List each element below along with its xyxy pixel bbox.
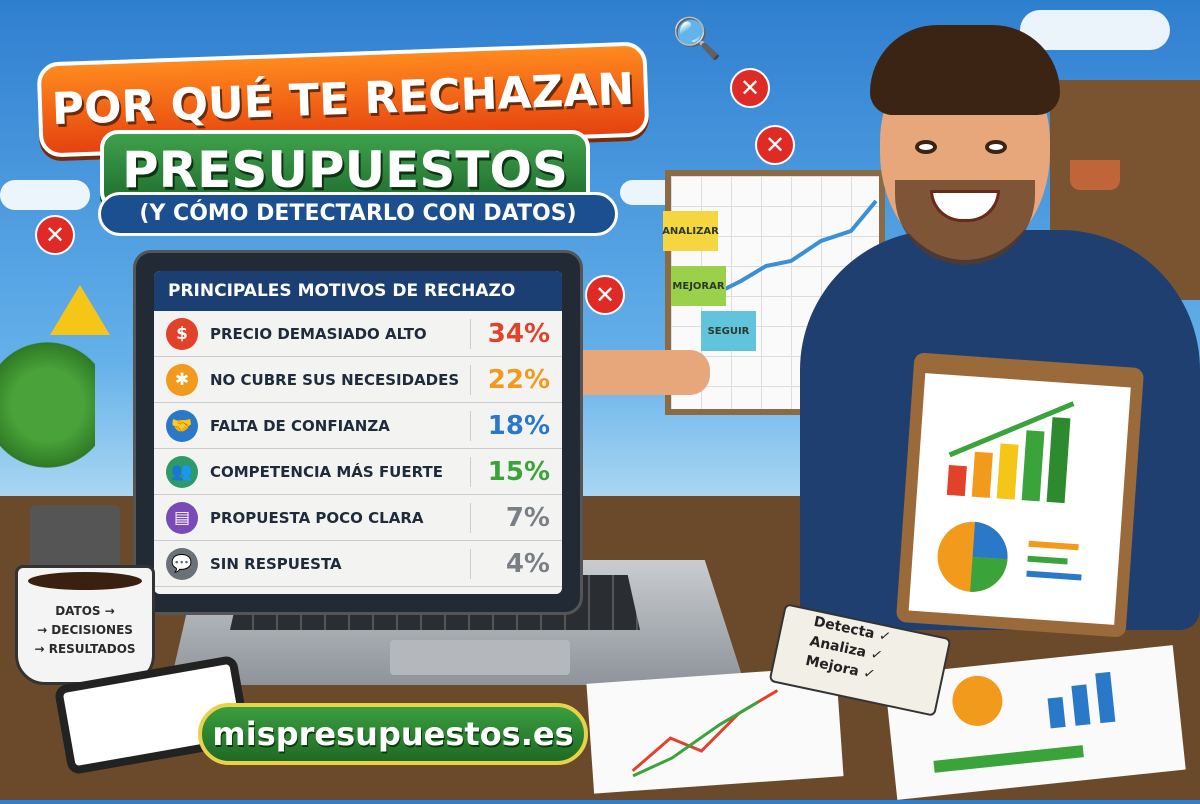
- plant-pot: [1070, 160, 1120, 190]
- laptop-trackpad: [390, 640, 570, 675]
- reason-row: ✱ NO CUBRE SUS NECESIDADES 22%: [154, 357, 562, 403]
- person-eye: [915, 140, 937, 154]
- reason-percent: 22%: [470, 364, 550, 395]
- chat-icon: 💬: [166, 547, 198, 580]
- pointing-hand: [560, 350, 710, 395]
- x-mark-icon: ✕: [585, 275, 625, 315]
- coffee: [28, 572, 142, 590]
- magnifier-icon: 🔍: [672, 16, 722, 62]
- person-eye: [985, 140, 1007, 154]
- reason-row: ▤ PROPUESTA POCO CLARA 7%: [154, 495, 562, 541]
- sticky-note-mejorar: MEJORAR: [671, 266, 726, 306]
- handshake-icon: 🤝: [166, 409, 198, 442]
- cloud: [0, 180, 90, 210]
- plant: [0, 330, 95, 480]
- website-url[interactable]: mispresupuestos.es: [212, 715, 574, 753]
- warning-icon: [50, 285, 110, 335]
- website-badge[interactable]: mispresupuestos.es: [198, 703, 588, 765]
- screen-heading: PRINCIPALES MOTIVOS DE RECHAZO: [154, 271, 562, 311]
- laptop: PRINCIPALES MOTIVOS DE RECHAZO $ PRECIO D…: [133, 250, 583, 615]
- reason-percent: 34%: [470, 318, 550, 349]
- title-line2: PRESUPUESTOS: [122, 141, 568, 199]
- reason-label: PRECIO DEMASIADO ALTO: [210, 324, 427, 343]
- cloud: [1020, 10, 1170, 50]
- reason-row: 💬 SIN RESPUESTA 4%: [154, 541, 562, 587]
- clipboard: [895, 352, 1145, 638]
- puzzle-icon: ✱: [166, 363, 198, 396]
- title-line3: (Y CÓMO DETECTARLO CON DATOS): [139, 201, 577, 226]
- reason-row: 👥 COMPETENCIA MÁS FUERTE 15%: [154, 449, 562, 495]
- sticky-note-seguir: SEGUIR: [701, 311, 756, 351]
- mug-text: → DECISIONES: [37, 623, 133, 637]
- reason-percent: 7%: [470, 502, 550, 533]
- trend-line: [711, 199, 878, 298]
- reason-percent: 4%: [470, 548, 550, 579]
- reason-row: 🤝 FALTA DE CONFIANZA 18%: [154, 403, 562, 449]
- x-mark-icon: ✕: [730, 68, 770, 108]
- reason-label: FALTA DE CONFIANZA: [210, 416, 390, 435]
- coffee-mug: DATOS → → DECISIONES → RESULTADOS: [15, 565, 155, 685]
- mug-text: DATOS →: [55, 604, 115, 618]
- reason-percent: 18%: [470, 410, 550, 441]
- dollar-icon: $: [166, 317, 198, 350]
- document-icon: ▤: [166, 501, 198, 534]
- mug-text: → RESULTADOS: [34, 642, 136, 656]
- reason-label: PROPUESTA POCO CLARA: [210, 508, 424, 527]
- chart-paper: [586, 666, 844, 794]
- x-mark-icon: ✕: [755, 125, 795, 165]
- reason-percent: 15%: [470, 456, 550, 487]
- clipboard-paper: [908, 373, 1131, 625]
- reason-label: COMPETENCIA MÁS FUERTE: [210, 462, 443, 481]
- person-hair: [870, 25, 1060, 115]
- group-icon: 👥: [166, 455, 198, 488]
- laptop-screen: PRINCIPALES MOTIVOS DE RECHAZO $ PRECIO D…: [154, 271, 562, 594]
- reason-row: $ PRECIO DEMASIADO ALTO 34%: [154, 311, 562, 357]
- paper-bar-chart: [933, 671, 1116, 773]
- reason-label: NO CUBRE SUS NECESIDADES: [210, 370, 460, 389]
- report-paper: [884, 645, 1186, 800]
- sticky-note-analizar: ANALIZAR: [662, 211, 719, 251]
- subtitle-banner: (Y CÓMO DETECTARLO CON DATOS): [98, 192, 618, 236]
- reason-label: SIN RESPUESTA: [210, 554, 342, 573]
- x-mark-icon: ✕: [35, 215, 75, 255]
- paper-line-chart: [631, 689, 779, 778]
- clipboard-charts: [937, 401, 1082, 592]
